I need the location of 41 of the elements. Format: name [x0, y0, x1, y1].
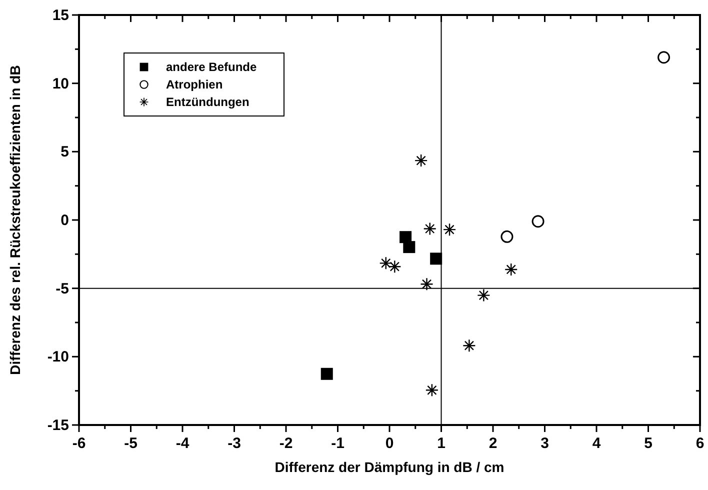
- point: [420, 277, 434, 291]
- x-axis-title: Differenz der Dämpfung in dB / cm: [274, 459, 504, 475]
- y-axis-title: Differenz des rel. Rückstreukoeffizienten in dB: [7, 65, 23, 375]
- x-tick-label: 2: [488, 435, 498, 452]
- point: [504, 262, 518, 276]
- y-tick-label: -10: [47, 348, 69, 366]
- point: [379, 256, 392, 270]
- x-tick-label: -6: [72, 435, 86, 452]
- legend-label: Entzündungen: [166, 95, 250, 109]
- x-tick-label: -5: [124, 435, 138, 452]
- x-tick-label: 1: [437, 435, 446, 452]
- x-tick-label: -4: [176, 435, 190, 452]
- point: [658, 51, 670, 64]
- x-tick-label: 0: [385, 435, 394, 452]
- x-tick-label: 5: [644, 435, 652, 452]
- y-tick-label: 10: [52, 75, 69, 92]
- x-tick-label: -2: [279, 435, 293, 452]
- x-tick-label: -1: [331, 435, 344, 452]
- y-tick-label: -15: [47, 417, 69, 434]
- legend-label: andere Befunde: [166, 60, 258, 74]
- point: [532, 215, 544, 228]
- point: [477, 288, 490, 302]
- point: [442, 222, 456, 236]
- x-tick-label: -3: [228, 435, 241, 452]
- x-tick-label: 3: [540, 435, 549, 452]
- y-tick-label: -5: [56, 280, 69, 298]
- x-tick-label: 6: [696, 435, 704, 452]
- point: [462, 338, 476, 352]
- point: [500, 230, 514, 243]
- point: [388, 260, 402, 274]
- x-tick-label: 4: [592, 435, 602, 452]
- point: [425, 384, 439, 397]
- point: [430, 252, 442, 265]
- point: [320, 368, 333, 380]
- y-tick-label: 0: [60, 212, 69, 229]
- y-tick-label: 5: [60, 144, 69, 161]
- point: [423, 222, 436, 236]
- point: [414, 154, 428, 168]
- y-tick-label: 15: [52, 7, 69, 24]
- legend-label: Atrophien: [166, 78, 223, 92]
- point: [403, 241, 416, 254]
